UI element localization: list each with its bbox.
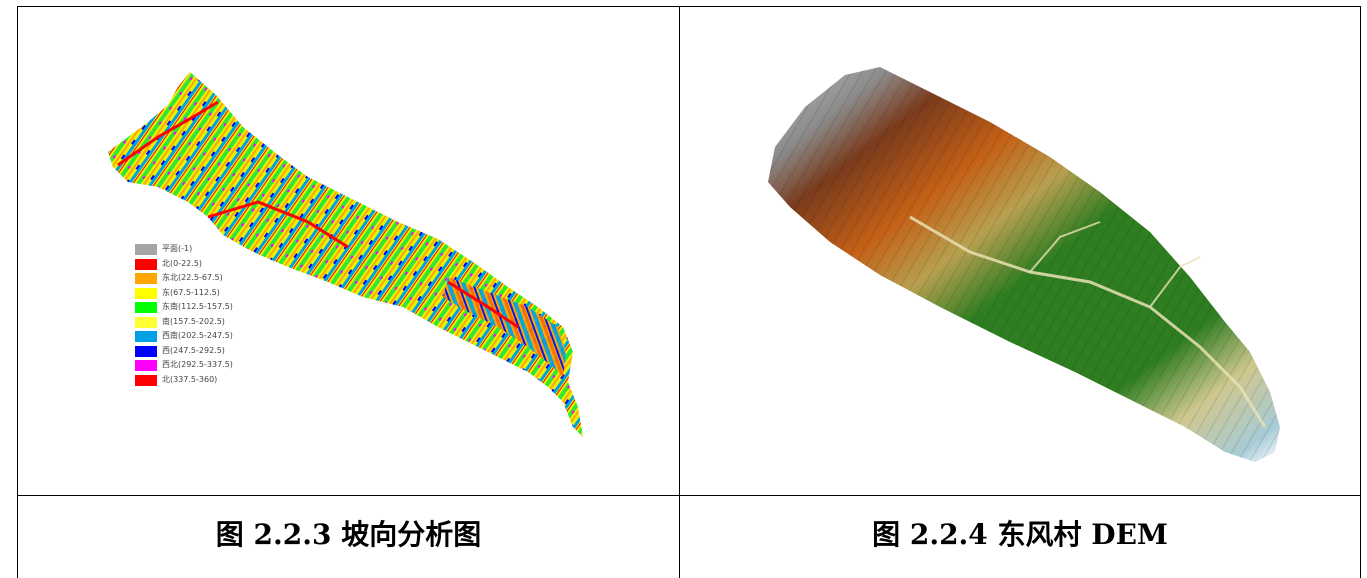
legend-swatch [135, 302, 157, 313]
table-border-left [17, 6, 18, 578]
legend-item: 北(0-22.5) [135, 258, 275, 271]
aspect-basin-shape [108, 72, 583, 437]
legend-item: 北(337.5-360) [135, 374, 275, 387]
table-border-center [679, 6, 680, 578]
legend-item: 南(157.5-202.5) [135, 316, 275, 329]
legend-label: 西北(292.5-337.5) [162, 360, 233, 369]
legend-swatch [135, 345, 157, 357]
legend-label: 东南(112.5-157.5) [162, 302, 233, 311]
table-border-top [17, 6, 1361, 7]
table-border-right [1360, 6, 1361, 578]
aspect-map-image [108, 72, 583, 437]
figure-cell-dem [680, 7, 1360, 495]
legend-swatch [135, 273, 157, 284]
legend-item: 东南(112.5-157.5) [135, 302, 275, 314]
legend-label: 东北(22.5-67.5) [162, 273, 223, 282]
legend-label: 北(337.5-360) [162, 374, 218, 384]
legend-label: 南(157.5-202.5) [162, 316, 225, 326]
legend-label: 北(0-22.5) [162, 258, 203, 268]
figure-caption: 图 2.2.4 东风村 DEM [872, 518, 1168, 551]
caption-cell-right: 图 2.2.4 东风村 DEM [680, 496, 1360, 578]
legend-swatch [135, 244, 157, 255]
legend-swatch [135, 316, 157, 328]
table-border-middle [17, 495, 1361, 496]
legend-item: 平面(-1) [135, 244, 275, 256]
legend-label: 西南(202.5-247.5) [162, 331, 233, 340]
dem-image [768, 67, 1280, 462]
legend-item: 西(247.5-292.5) [135, 345, 275, 358]
legend-item: 西南(202.5-247.5) [135, 331, 275, 343]
legend-swatch [135, 360, 157, 371]
legend-swatch [135, 258, 157, 270]
figure-cell-aspect: 平面(-1) 北(0-22.5) 东北(22.5-67.5) 东(67.5-11… [18, 7, 679, 495]
legend-label: 平面(-1) [162, 244, 193, 253]
caption-cell-left: 图 2.2.3 坡向分析图 [18, 496, 679, 578]
legend-swatch [135, 287, 157, 299]
legend-item: 东(67.5-112.5) [135, 287, 275, 300]
legend-swatch [135, 331, 157, 342]
legend-item: 东北(22.5-67.5) [135, 273, 275, 285]
legend-item: 西北(292.5-337.5) [135, 360, 275, 372]
legend-swatch [135, 374, 157, 386]
legend-label: 西(247.5-292.5) [162, 345, 225, 355]
figure-caption: 图 2.2.3 坡向分析图 [215, 518, 482, 551]
legend-label: 东(67.5-112.5) [162, 287, 220, 297]
